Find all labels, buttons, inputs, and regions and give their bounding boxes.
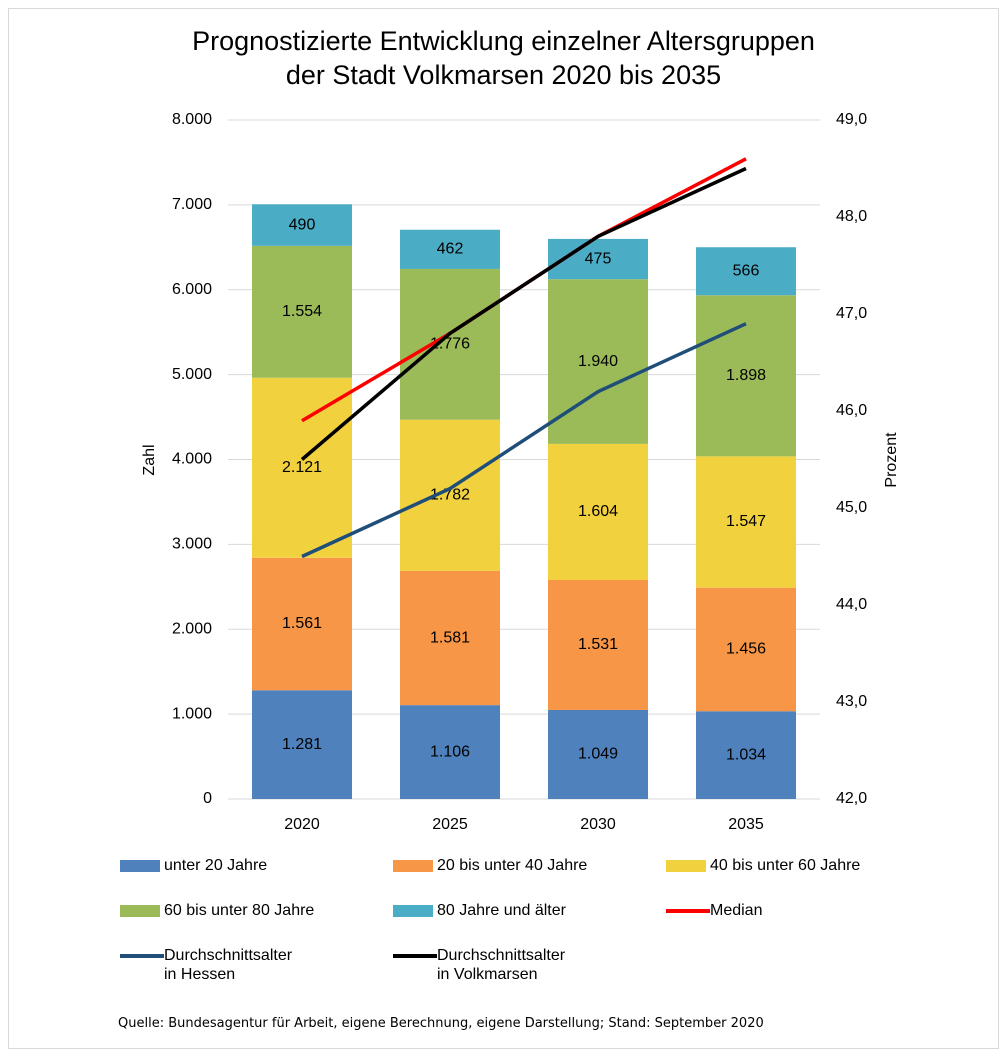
frame (8, 8, 999, 1049)
y2-tick-label: 49,0 (836, 111, 867, 128)
legend-swatch (393, 954, 437, 958)
legend-label: 60 bis unter 80 Jahre (164, 902, 315, 919)
data-label: 566 (733, 262, 760, 279)
y2-tick-label: 46,0 (836, 402, 867, 419)
legend-swatch (666, 909, 710, 913)
y-tick-label: 5.000 (172, 366, 212, 383)
x-tick-label: 2020 (284, 816, 320, 833)
data-label: 2.121 (282, 459, 322, 476)
bar-segment (696, 711, 796, 799)
x-tick-label: 2035 (728, 816, 764, 833)
y2-tick-label: 45,0 (836, 499, 867, 516)
data-label: 1.581 (430, 629, 470, 646)
y-tick-label: 8.000 (172, 111, 212, 128)
legend-label: Durchschnittsalter in Volkmarsen (437, 947, 566, 983)
y2-axis-label: Prozent (883, 432, 900, 488)
y-tick-label: 6.000 (172, 281, 212, 298)
y-tick-label: 1.000 (172, 705, 212, 722)
y2-tick-label: 42,0 (836, 790, 867, 807)
bar-segment (548, 279, 648, 444)
bar-segment (696, 587, 796, 712)
data-label: 1.782 (430, 487, 470, 504)
x-tick-label: 2030 (580, 816, 616, 833)
bar-segment (252, 245, 352, 378)
y-tick-label: 0 (203, 790, 212, 807)
data-label: 475 (585, 250, 612, 267)
legend-label: Durchschnittsalter in Hessen (164, 947, 293, 983)
data-label: 1.561 (282, 615, 322, 632)
bar-segment (696, 456, 796, 588)
x-tick-label: 2025 (432, 816, 468, 833)
data-label: 1.106 (430, 743, 470, 760)
legend-label: unter 20 Jahre (164, 857, 268, 874)
legend-swatch (120, 954, 164, 958)
data-label: 462 (437, 241, 464, 258)
legend-label: Median (710, 902, 763, 919)
y2-tick-label: 43,0 (836, 693, 867, 710)
bar-segment (252, 204, 352, 246)
legend-label: 20 bis unter 40 Jahre (437, 857, 588, 874)
bar-segment (548, 443, 648, 581)
bar-segment (252, 690, 352, 799)
bar-segment (696, 247, 796, 296)
chart-title: Prognostizierte Entwicklung einzelner Al… (192, 26, 815, 90)
y-tick-label: 4.000 (172, 451, 212, 468)
source-note: Quelle: Bundesagentur für Arbeit, eigene… (118, 1016, 764, 1031)
legend-swatch (393, 860, 433, 872)
bar-segment (252, 377, 352, 558)
legend-label: 80 Jahre und älter (437, 902, 566, 919)
data-label: 1.898 (726, 367, 766, 384)
line (301, 322, 747, 559)
bar-segment (400, 419, 500, 571)
y2-tick-label: 44,0 (836, 596, 867, 613)
y-tick-label: 7.000 (172, 196, 212, 213)
bar-segment (400, 268, 500, 420)
legend-swatch (666, 860, 706, 872)
bar-segment (400, 705, 500, 799)
data-label: 1.281 (282, 736, 322, 753)
y-tick-label: 3.000 (172, 536, 212, 553)
bar-segment (400, 570, 500, 706)
data-label: 490 (289, 216, 316, 233)
legend-swatch (120, 860, 160, 872)
bar-segment (696, 295, 796, 457)
y2-tick-label: 47,0 (836, 305, 867, 322)
bar-segment (400, 229, 500, 269)
bar-segment (548, 709, 648, 799)
y-axis-label: Zahl (141, 444, 158, 475)
legend-swatch (393, 905, 433, 917)
data-label: 1.049 (578, 746, 618, 763)
data-label: 1.940 (578, 353, 618, 370)
bar-segment (252, 557, 352, 691)
legend-label: 40 bis unter 60 Jahre (710, 857, 861, 874)
y-tick-label: 2.000 (172, 620, 212, 637)
data-label: 1.547 (726, 513, 766, 530)
line (300, 166, 747, 461)
data-label: 1.034 (726, 746, 766, 763)
data-label: 1.554 (282, 303, 322, 320)
data-label: 1.456 (726, 641, 766, 658)
y2-tick-label: 48,0 (836, 208, 867, 225)
data-label: 1.531 (578, 636, 618, 653)
data-label: 1.604 (578, 503, 618, 520)
bar-segment (548, 580, 648, 710)
legend-swatch (120, 905, 160, 917)
